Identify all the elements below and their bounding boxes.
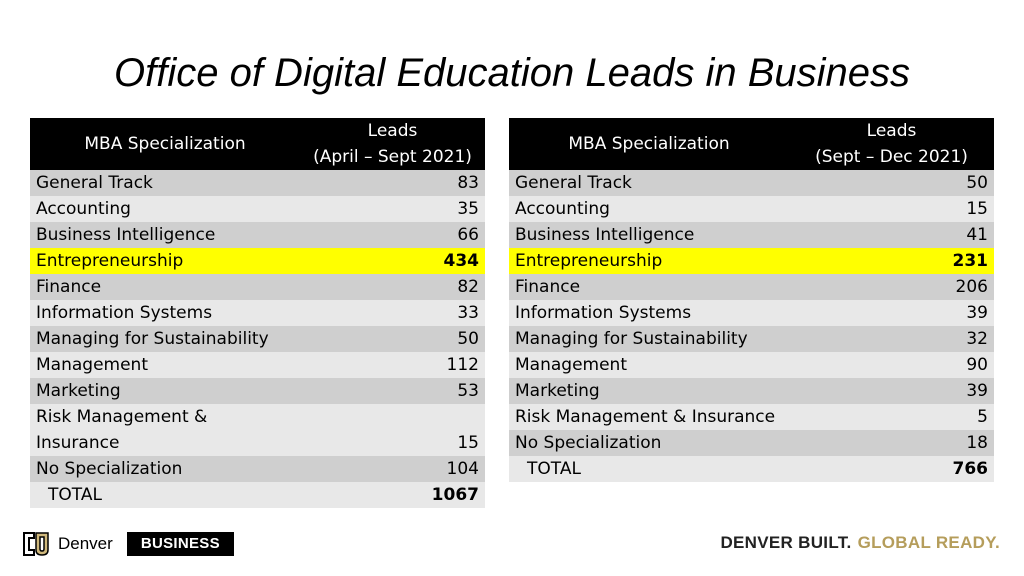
page-title: Office of Digital Education Leads in Bus… <box>114 51 910 95</box>
row-value: 53 <box>300 378 485 404</box>
row-value: 41 <box>789 222 994 248</box>
header-leads-period: (Sept – Dec 2021) <box>815 147 968 167</box>
table-row: Management 90 <box>509 352 994 378</box>
total-value: 1067 <box>300 482 485 508</box>
logo-business-label: BUSINESS <box>126 532 234 556</box>
logo-denver-text: Denver <box>58 534 113 553</box>
row-name: Accounting <box>30 196 300 222</box>
table-total-row: TOTAL 766 <box>509 456 994 482</box>
row-name: General Track <box>509 170 789 196</box>
row-name: Information Systems <box>30 300 300 326</box>
row-value: 50 <box>300 326 485 352</box>
row-value: 18 <box>789 430 994 456</box>
table-row: Marketing 39 <box>509 378 994 404</box>
table-row: No Specialization 18 <box>509 430 994 456</box>
leads-table-april-sept: MBA Specialization Leads (April – Sept 2… <box>30 118 485 508</box>
total-value: 766 <box>789 456 994 482</box>
table-row: Accounting 35 <box>30 196 485 222</box>
row-value: 104 <box>300 456 485 482</box>
row-name: Risk Management & Insurance <box>30 404 300 456</box>
header-leads: Leads (April – Sept 2021) <box>300 118 485 170</box>
header-leads-label: Leads <box>367 121 418 141</box>
header-specialization: MBA Specialization <box>509 118 789 170</box>
row-value: 82 <box>300 274 485 300</box>
row-name: General Track <box>30 170 300 196</box>
row-value: 83 <box>300 170 485 196</box>
table-row: Managing for Sustainability 32 <box>509 326 994 352</box>
table-row: General Track 83 <box>30 170 485 196</box>
row-name: Finance <box>30 274 300 300</box>
row-name: Information Systems <box>509 300 789 326</box>
row-name: Business Intelligence <box>30 222 300 248</box>
tagline-part1: DENVER BUILT. <box>720 533 852 552</box>
row-value: 39 <box>789 300 994 326</box>
row-value: 231 <box>789 248 994 274</box>
row-value: 15 <box>300 404 485 456</box>
row-value: 33 <box>300 300 485 326</box>
leads-table-sept-dec: MBA Specialization Leads (Sept – Dec 202… <box>509 118 994 482</box>
table-row: Accounting 15 <box>509 196 994 222</box>
table-row: Finance 82 <box>30 274 485 300</box>
row-name: No Specialization <box>30 456 300 482</box>
row-value: 90 <box>789 352 994 378</box>
row-name: Managing for Sustainability <box>30 326 300 352</box>
row-value: 50 <box>789 170 994 196</box>
row-name: Management <box>509 352 789 378</box>
row-value: 5 <box>789 404 994 430</box>
table-row: Management 112 <box>30 352 485 378</box>
row-name: Risk Management & Insurance <box>509 404 789 430</box>
header-specialization: MBA Specialization <box>30 118 300 170</box>
row-name: Business Intelligence <box>509 222 789 248</box>
row-value: 66 <box>300 222 485 248</box>
row-name: Finance <box>509 274 789 300</box>
row-value: 35 <box>300 196 485 222</box>
table-row: Information Systems 33 <box>30 300 485 326</box>
table-row: Business Intelligence 41 <box>509 222 994 248</box>
table-row: Risk Management & Insurance 15 <box>30 404 485 456</box>
row-name: Entrepreneurship <box>509 248 789 274</box>
table-total-row: TOTAL 1067 <box>30 482 485 508</box>
table-row: Risk Management & Insurance 5 <box>509 404 994 430</box>
row-value: 112 <box>300 352 485 378</box>
row-name: Marketing <box>30 378 300 404</box>
row-value: 39 <box>789 378 994 404</box>
cu-denver-business-logo: Denver BUSINESS <box>22 530 234 558</box>
table-row: Managing for Sustainability 50 <box>30 326 485 352</box>
row-value: 434 <box>300 248 485 274</box>
row-name: Management <box>30 352 300 378</box>
table-row: General Track 50 <box>509 170 994 196</box>
tagline-part2: GLOBAL READY. <box>857 533 1000 552</box>
total-label: TOTAL <box>30 482 300 508</box>
table-row: Business Intelligence 66 <box>30 222 485 248</box>
row-name: Entrepreneurship <box>30 248 300 274</box>
header-leads-label: Leads <box>866 121 917 141</box>
table-header-row: MBA Specialization Leads (April – Sept 2… <box>30 118 485 170</box>
row-value: 32 <box>789 326 994 352</box>
table-row: Finance 206 <box>509 274 994 300</box>
table-row: No Specialization 104 <box>30 456 485 482</box>
table-row: Information Systems 39 <box>509 300 994 326</box>
table-row-highlighted: Entrepreneurship 231 <box>509 248 994 274</box>
tagline: DENVER BUILT. GLOBAL READY. <box>720 533 1000 553</box>
header-leads-period: (April – Sept 2021) <box>313 147 472 167</box>
row-name: Accounting <box>509 196 789 222</box>
row-value: 206 <box>789 274 994 300</box>
row-value: 15 <box>789 196 994 222</box>
cu-logo-icon <box>23 532 49 556</box>
table-header-row: MBA Specialization Leads (Sept – Dec 202… <box>509 118 994 170</box>
total-label: TOTAL <box>509 456 789 482</box>
table-row-highlighted: Entrepreneurship 434 <box>30 248 485 274</box>
row-name: Marketing <box>509 378 789 404</box>
table-row: Marketing 53 <box>30 378 485 404</box>
row-name: Managing for Sustainability <box>509 326 789 352</box>
row-name: No Specialization <box>509 430 789 456</box>
header-leads: Leads (Sept – Dec 2021) <box>789 118 994 170</box>
